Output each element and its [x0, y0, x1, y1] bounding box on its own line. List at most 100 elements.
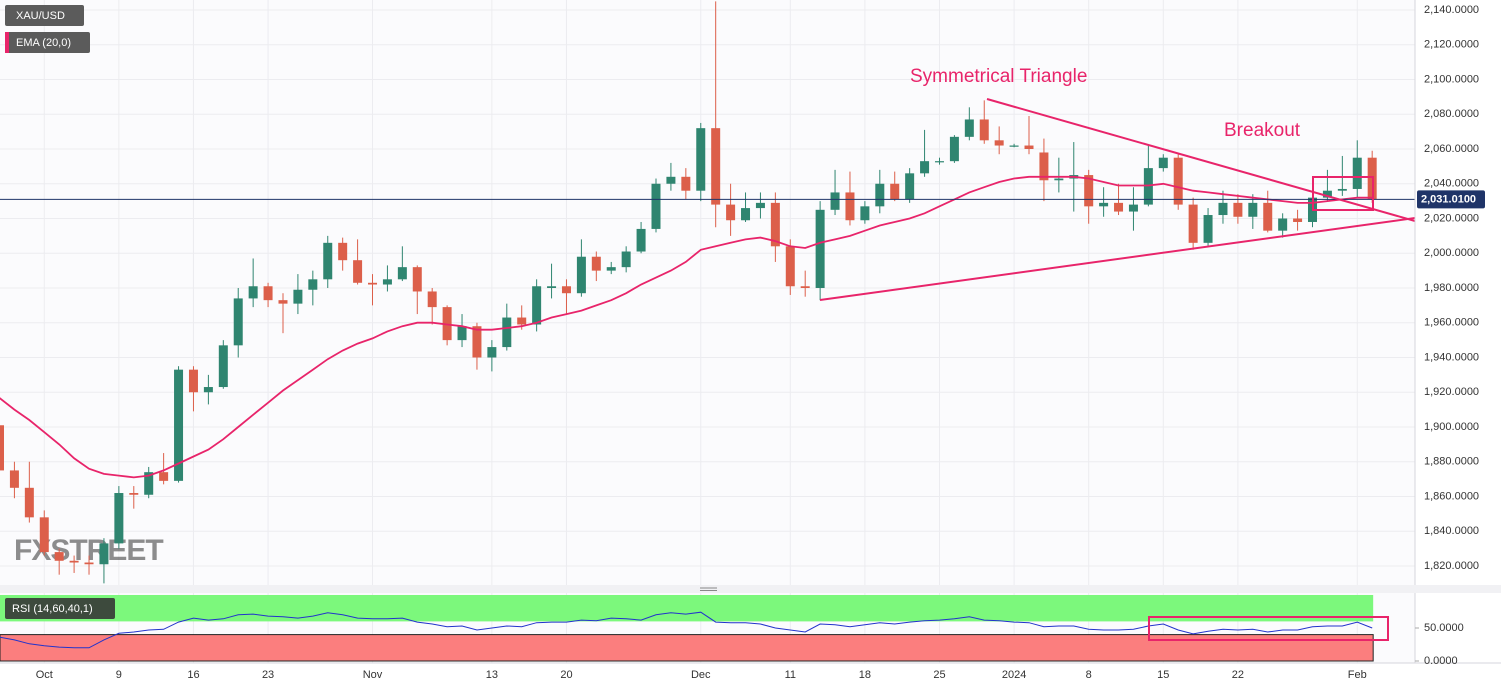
candle-body [218, 345, 228, 388]
candle-body [994, 140, 1004, 146]
y-tick-label: 1,820.0000 [1424, 560, 1479, 572]
candle-body [9, 470, 19, 488]
candle-body [263, 286, 273, 301]
symbol-legend[interactable] [5, 5, 84, 26]
candle-body [964, 119, 974, 137]
candle-body [905, 173, 915, 200]
candle-body [636, 228, 646, 252]
candle-body [830, 192, 840, 210]
candle-body [1009, 145, 1019, 147]
candle-body [1322, 190, 1332, 198]
x-tick-label: 22 [1232, 669, 1244, 681]
candle-body [397, 267, 407, 280]
y-tick-label: 1,860.0000 [1424, 490, 1479, 502]
candle-body [69, 560, 79, 563]
drawings [819, 98, 1416, 641]
candle-body [1099, 202, 1109, 207]
candle-body [532, 286, 542, 325]
trend-line-lower [819, 217, 1416, 301]
y-tick-label: 2,100.0000 [1424, 73, 1479, 85]
candle-body [1173, 157, 1183, 205]
candle-body [54, 552, 64, 561]
symbol-label: XAU/USD [16, 10, 65, 22]
x-tick-label: 23 [262, 669, 274, 681]
y-tick-label: 2,000.0000 [1424, 247, 1479, 259]
candle-body [427, 291, 437, 308]
candle-body [203, 387, 213, 393]
candle-body [1024, 145, 1034, 150]
candle-body [815, 209, 825, 288]
candle-body [800, 286, 810, 288]
candle-body [681, 176, 691, 191]
candle-body [1114, 202, 1124, 212]
candle-body [382, 279, 392, 285]
candle-body [845, 192, 855, 221]
candle-body [875, 183, 885, 207]
candle-body [1128, 204, 1138, 212]
x-tick-label: Feb [1348, 669, 1367, 681]
candle-body [368, 282, 378, 285]
panel-divider[interactable] [0, 585, 1501, 593]
y-tick-label: 1,980.0000 [1424, 282, 1479, 294]
candle-body [890, 183, 900, 200]
x-tick-label: 11 [785, 669, 796, 681]
rsi-lower-zone [0, 634, 1374, 662]
y-tick-label: 2,060.0000 [1424, 143, 1479, 155]
ema-swatch [5, 32, 9, 53]
candle-body [591, 256, 601, 271]
axis-layer: Oct 9 16 23 Nov 13 20 Dec 11 18 25 2024 8 15 22 Feb 1,82… [36, 4, 1485, 681]
candle-body [293, 289, 303, 304]
x-tick-label: 25 [933, 669, 945, 681]
candle-body [412, 267, 422, 292]
candle-body [99, 543, 109, 565]
candle-body [696, 128, 706, 191]
candle-body [770, 202, 780, 247]
candle-body [0, 425, 5, 471]
x-tick-label: 9 [116, 669, 122, 681]
rsi-legend[interactable] [5, 598, 115, 619]
candle-body [308, 279, 318, 290]
y-tick-label: 2,040.0000 [1424, 178, 1479, 190]
last-price-label: 2,031.0100 [1421, 193, 1476, 205]
candle-body [24, 487, 34, 518]
y-tick-label: 1,940.0000 [1424, 351, 1479, 363]
candle-body [1203, 215, 1213, 243]
candle-body [39, 517, 49, 553]
candle-body [1352, 157, 1362, 189]
y-tick-label: 2,080.0000 [1424, 108, 1479, 120]
candle-body [159, 472, 169, 481]
rsi-label: RSI (14,60,40,1) [12, 603, 93, 615]
candle-body [1054, 178, 1064, 181]
candle-body [472, 326, 482, 358]
rsi-line [0, 611, 1373, 649]
candle-body [1039, 152, 1049, 181]
x-tick-label: Dec [691, 669, 711, 681]
candle-body [114, 493, 124, 544]
candle-body [278, 300, 288, 304]
candle-body [666, 176, 676, 184]
candle-body [1084, 175, 1094, 207]
candle-body [547, 286, 557, 288]
candle-body [457, 326, 467, 341]
x-tick-label: Oct [36, 669, 53, 681]
candle-body [726, 204, 736, 221]
candle-body [576, 256, 586, 294]
x-tick-label: Nov [363, 669, 383, 681]
y-tick-label: 1,880.0000 [1424, 456, 1479, 468]
candle-body [711, 128, 721, 205]
x-tick-label: 16 [187, 669, 199, 681]
candle-body [621, 251, 631, 268]
ema-label: EMA (20,0) [16, 37, 71, 49]
candle-body [174, 369, 184, 481]
candle-body [561, 286, 571, 294]
candle-body [934, 161, 944, 163]
annotation: Breakout [1224, 120, 1301, 141]
ema-legend[interactable] [5, 32, 90, 53]
candle-body [353, 260, 363, 283]
candle-body [755, 202, 765, 209]
x-tick-label: 13 [486, 669, 498, 681]
y-tick-label: 2,140.0000 [1424, 4, 1479, 16]
candle-body [323, 242, 333, 280]
